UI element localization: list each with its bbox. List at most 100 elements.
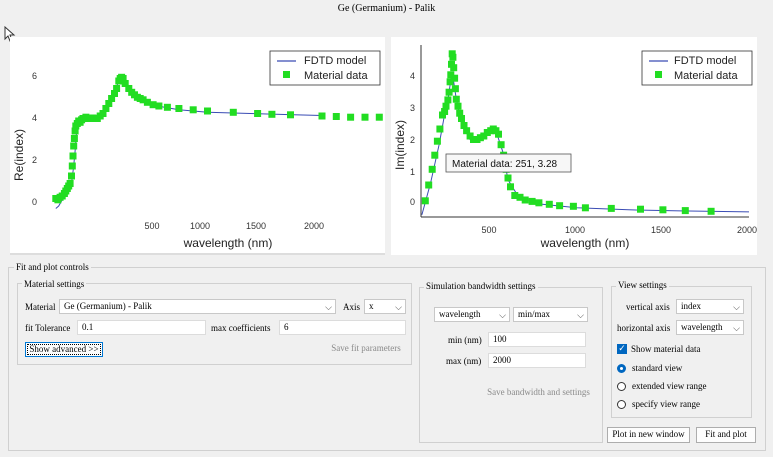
material-data-point[interactable] (125, 85, 133, 92)
material-data-point[interactable] (425, 181, 433, 189)
plot-new-window-button[interactable]: Plot in new window (607, 427, 690, 443)
material-data-point[interactable] (581, 204, 589, 212)
material-data-point[interactable] (70, 142, 78, 150)
material-data-point[interactable] (521, 196, 529, 204)
material-data-point[interactable] (428, 165, 436, 173)
standard-view-radio[interactable] (617, 364, 626, 373)
material-data-point[interactable] (681, 207, 689, 215)
material-data-point[interactable] (108, 95, 116, 102)
material-data-point[interactable] (361, 113, 369, 121)
material-data-point[interactable] (204, 107, 211, 115)
fit-tolerance-field[interactable]: 0.1 (77, 320, 206, 335)
material-data-point[interactable] (707, 207, 715, 215)
material-data-point[interactable] (659, 206, 667, 214)
material-data-point[interactable] (111, 90, 118, 97)
horizontal-axis-select[interactable]: wavelength ⌵ (676, 320, 744, 335)
material-data-point[interactable] (450, 64, 458, 72)
material-data-point[interactable] (431, 151, 439, 159)
fit-and-plot-button[interactable]: Fit and plot (696, 427, 756, 443)
material-data-point[interactable] (139, 96, 147, 104)
material-data-point[interactable] (347, 113, 355, 121)
material-data-point[interactable] (607, 204, 615, 212)
extended-view-label: extended view range (632, 381, 707, 391)
material-data-point[interactable] (511, 192, 519, 199)
material-data-point[interactable] (121, 80, 129, 87)
material-data-point[interactable] (287, 111, 294, 119)
material-data-point[interactable] (70, 135, 78, 142)
material-data-point[interactable] (68, 162, 76, 170)
plot-ylabel: Re(index) (12, 129, 26, 181)
material-data-point[interactable] (451, 74, 459, 82)
material-data-point[interactable] (113, 85, 121, 92)
material-data-point[interactable] (637, 205, 644, 213)
max-coefficients-field[interactable]: 6 (279, 320, 406, 335)
material-data-point[interactable] (556, 202, 564, 210)
material-data-point[interactable] (497, 141, 505, 149)
range-mode-select[interactable]: min/max ⌵ (513, 307, 588, 322)
material-data-point[interactable] (495, 130, 502, 138)
vertical-axis-select[interactable]: index ⌵ (676, 299, 744, 314)
material-data-point[interactable] (102, 105, 110, 112)
x-tick-label: 2000 (737, 225, 757, 235)
re-index-plot[interactable]: Re(index) wavelength (nm) 500 1000 1500 … (10, 37, 385, 255)
plot-ylabel: Im(index) (393, 120, 407, 170)
specify-view-radio[interactable] (617, 400, 626, 409)
material-data-point[interactable] (441, 108, 449, 115)
material-data-point[interactable] (175, 105, 183, 112)
y-tick-label: 4 (410, 71, 415, 81)
material-data-point[interactable] (189, 106, 197, 114)
min-nm-field[interactable]: 100 (488, 332, 586, 347)
material-data-point[interactable] (149, 101, 157, 109)
material-data-point[interactable] (442, 102, 450, 110)
material-data-point[interactable] (105, 100, 113, 107)
material-data-point[interactable] (155, 102, 163, 110)
max-nm-field[interactable]: 2000 (488, 353, 586, 368)
material-data-point[interactable] (535, 199, 543, 207)
im-index-plot[interactable]: Im(index) wavelength (nm) 500 1000 1500 … (391, 37, 757, 255)
material-data-point[interactable] (71, 127, 79, 135)
material-data-point[interactable] (268, 110, 276, 118)
material-data-point[interactable] (66, 180, 74, 187)
material-data-point[interactable] (449, 53, 457, 61)
material-data-point[interactable] (454, 102, 462, 110)
material-data-point[interactable] (318, 112, 326, 120)
material-data-point[interactable] (516, 193, 524, 201)
wavelength-unit-select[interactable]: wavelength ⌵ (434, 307, 510, 322)
material-data-point[interactable] (69, 152, 77, 160)
material-data-point[interactable] (143, 98, 151, 106)
material-data-point[interactable] (254, 110, 262, 117)
material-data-point[interactable] (99, 110, 107, 117)
material-data-point[interactable] (480, 132, 488, 140)
material-data-point[interactable] (444, 96, 452, 104)
save-bandwidth-button[interactable]: Save bandwidth and settings (487, 387, 590, 397)
material-data-point[interactable] (507, 183, 514, 191)
material-data-point[interactable] (446, 78, 454, 86)
material-data-point[interactable] (545, 200, 553, 208)
material-data-point[interactable] (463, 127, 471, 135)
material-data-point[interactable] (445, 88, 453, 96)
material-data-point[interactable] (460, 122, 468, 129)
material-data-point[interactable] (163, 103, 171, 111)
material-data-point[interactable] (451, 85, 459, 93)
axis-select[interactable]: x ⌵ (364, 299, 406, 314)
material-select[interactable]: Ge (Germanium) - Palik ⌵ (59, 299, 336, 314)
extended-view-radio[interactable] (617, 382, 626, 391)
material-data-point[interactable] (569, 202, 577, 210)
material-data-point[interactable] (433, 137, 441, 145)
show-advanced-button[interactable]: Show advanced >> (25, 342, 103, 357)
material-data-point[interactable] (452, 95, 460, 103)
material-data-point[interactable] (332, 113, 340, 120)
material-data-point[interactable] (375, 113, 383, 121)
material-data-point[interactable] (528, 197, 536, 205)
save-fit-parameters-button[interactable]: Save fit parameters (331, 343, 401, 353)
material-data-point[interactable] (504, 174, 512, 182)
material-data-point[interactable] (119, 75, 127, 82)
material-data-point[interactable] (68, 172, 75, 180)
material-data-point[interactable] (447, 71, 455, 79)
material-data-point[interactable] (436, 125, 444, 133)
material-data-point[interactable] (458, 115, 465, 122)
show-material-checkbox[interactable]: ✓ (617, 344, 627, 354)
material-data-point[interactable] (229, 108, 237, 116)
material-data-point[interactable] (421, 197, 429, 205)
material-data-point[interactable] (456, 109, 464, 117)
